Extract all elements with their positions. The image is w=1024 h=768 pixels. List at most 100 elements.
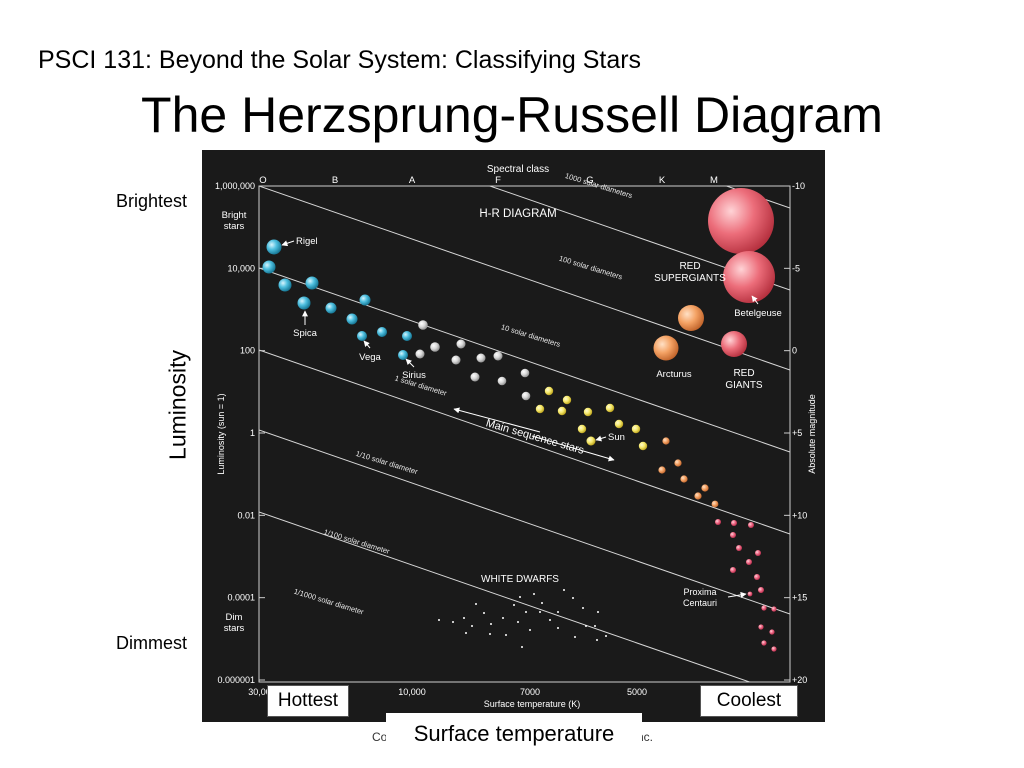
star xyxy=(748,522,754,528)
star xyxy=(701,484,709,492)
slide-title: The Herzsprung-Russell Diagram xyxy=(141,87,883,143)
star xyxy=(297,296,311,310)
star-points xyxy=(262,188,777,652)
spectral-class-A: A xyxy=(409,175,416,186)
star xyxy=(730,532,736,538)
star-name-label: Betelgeuse xyxy=(734,308,782,319)
star xyxy=(451,355,461,365)
surface-temperature-label: Surface temperature xyxy=(386,713,642,753)
star xyxy=(476,353,486,363)
white-dwarf xyxy=(557,611,559,613)
luminosity-axis-label: Luminosity xyxy=(164,350,191,460)
spectral-class-B: B xyxy=(332,175,338,186)
star-arrow xyxy=(363,340,371,349)
luminosity-tick: 0.000001 xyxy=(217,675,255,685)
white-dwarf xyxy=(471,625,473,627)
main-sequence-arrow-right xyxy=(531,435,615,462)
radius-line xyxy=(488,186,790,291)
star xyxy=(346,313,358,325)
hottest-label: Hottest xyxy=(267,685,349,717)
star-arrow xyxy=(751,295,759,305)
credit-left: Co xyxy=(372,730,388,744)
white-dwarf xyxy=(475,603,477,605)
giant-star xyxy=(721,331,747,357)
luminosity-sun-axis-label: Luminosity (sun = 1) xyxy=(216,393,226,474)
white-dwarf xyxy=(541,602,543,604)
bright-stars-label: Bright stars xyxy=(222,210,247,232)
star-proxima-centauri xyxy=(747,591,753,597)
white-dwarf xyxy=(572,597,574,599)
white-dwarf xyxy=(463,617,465,619)
star xyxy=(711,500,719,508)
dim-stars-label: Dim stars xyxy=(224,612,245,634)
radius-line xyxy=(259,349,790,535)
star xyxy=(562,395,572,405)
star xyxy=(771,606,777,612)
star xyxy=(746,559,752,565)
star-rigel xyxy=(266,239,282,255)
star xyxy=(357,331,367,341)
star-name-label: Sun xyxy=(608,432,625,443)
white-dwarf xyxy=(529,629,531,631)
radius-line xyxy=(259,511,752,682)
plot-frame xyxy=(258,185,791,683)
white-dwarf xyxy=(519,596,521,598)
star xyxy=(731,520,737,526)
magnitude-tick: +5 xyxy=(792,428,802,438)
giant-star xyxy=(723,251,775,303)
white-dwarf xyxy=(574,636,576,638)
star xyxy=(520,368,530,378)
star xyxy=(758,624,764,630)
radius-line xyxy=(259,186,790,371)
star xyxy=(638,441,648,451)
white-dwarf xyxy=(605,635,607,637)
white-dwarf xyxy=(597,611,599,613)
star xyxy=(694,492,702,500)
white-dwarf xyxy=(438,619,440,621)
white-dwarf xyxy=(549,619,551,621)
absolute-magnitude-ticks: -10 -5 0 +5 +10 +15 +20 xyxy=(792,181,807,685)
star xyxy=(662,437,670,445)
white-dwarf xyxy=(557,627,559,629)
star xyxy=(262,260,276,274)
star-arrow xyxy=(281,240,295,247)
star xyxy=(521,391,531,401)
temperature-tick: 7000 xyxy=(520,687,540,697)
star xyxy=(398,350,408,360)
red-supergiants-label: RED SUPERGIANTS xyxy=(654,261,726,284)
star xyxy=(754,574,760,580)
named-star-labels: Rigel Spica Vega Sirius Sun Arcturus Betelgeus… xyxy=(281,236,782,608)
star xyxy=(470,372,480,382)
star-name-label: Vega xyxy=(359,352,381,363)
white-dwarf-points xyxy=(438,589,607,648)
star xyxy=(402,331,412,341)
radius-line xyxy=(259,429,790,615)
star xyxy=(557,406,567,416)
star xyxy=(658,466,666,474)
spectral-class-M: M xyxy=(710,175,718,186)
white-dwarfs-label: WHITE DWARFS xyxy=(481,574,559,585)
radius-line xyxy=(259,267,790,453)
luminosity-tick-labels: 1,000,000 10,000 100 1 0.01 0.0001 0.000001 xyxy=(215,181,255,685)
star-arrow xyxy=(727,591,747,598)
star xyxy=(583,407,593,417)
star-sun xyxy=(586,436,596,446)
dimmest-label: Dimmest xyxy=(116,633,187,653)
star-name-label: Arcturus xyxy=(656,369,692,380)
magnitude-tick: +15 xyxy=(792,593,807,603)
magnitude-tick: +10 xyxy=(792,510,807,520)
star xyxy=(730,567,736,573)
star xyxy=(715,519,721,525)
white-dwarf xyxy=(525,611,527,613)
white-dwarf xyxy=(594,625,596,627)
white-dwarf xyxy=(521,646,523,648)
luminosity-tick: 10,000 xyxy=(227,263,255,273)
white-dwarf xyxy=(452,621,454,623)
brightest-label: Brightest xyxy=(116,191,188,211)
giant-star xyxy=(708,188,774,254)
white-dwarf xyxy=(582,607,584,609)
luminosity-tick: 1 xyxy=(250,428,255,438)
star xyxy=(377,327,387,337)
luminosity-tick: 0.01 xyxy=(237,510,255,520)
